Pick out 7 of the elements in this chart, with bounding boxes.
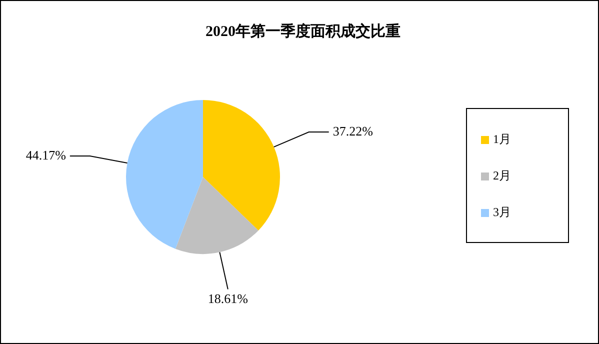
legend-label: 1月 <box>493 132 511 146</box>
legend-label: 3月 <box>493 205 511 220</box>
chart-title: 2020年第一季度面积成交比重 <box>206 22 400 40</box>
data-label: 37.22% <box>332 123 374 138</box>
legend-label: 2月 <box>493 168 511 183</box>
data-label: 18.61% <box>208 291 248 306</box>
data-label: 44.17% <box>26 147 66 162</box>
